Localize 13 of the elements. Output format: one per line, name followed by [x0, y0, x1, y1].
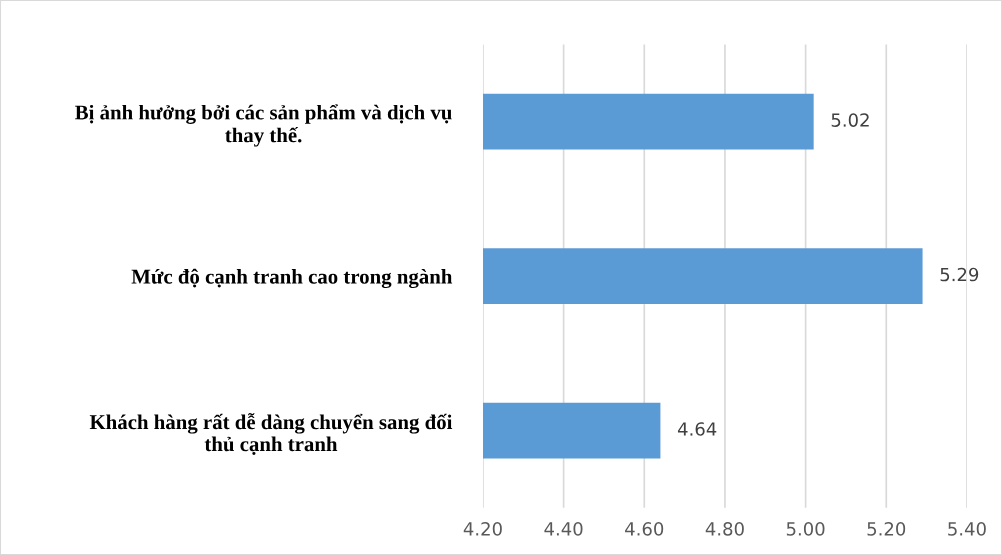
x-tick-label: 5.20: [867, 522, 906, 536]
y-tick-label: Bị ảnh hưởng bởi các sản phẩm và dịch vụ thay thế.: [75, 104, 452, 147]
x-tick-label: 5.00: [786, 522, 825, 536]
x-tick-label: 4.20: [463, 522, 502, 536]
data-label: 5.02: [831, 113, 869, 127]
data-label: 4.64: [677, 422, 717, 436]
x-tick-label: 4.40: [544, 522, 583, 536]
y-tick-label: Khách hàng rất dễ dàng chuyển sang đối thủ cạnh tranh: [89, 413, 453, 456]
x-tick-label: 4.60: [625, 522, 664, 536]
x-tick-label: 4.80: [705, 522, 744, 536]
data-label: 5.29: [940, 267, 979, 282]
x-tick-label: 5.40: [948, 522, 986, 536]
y-tick-label: Mức độ cạnh tranh cao trong ngành: [131, 268, 453, 289]
